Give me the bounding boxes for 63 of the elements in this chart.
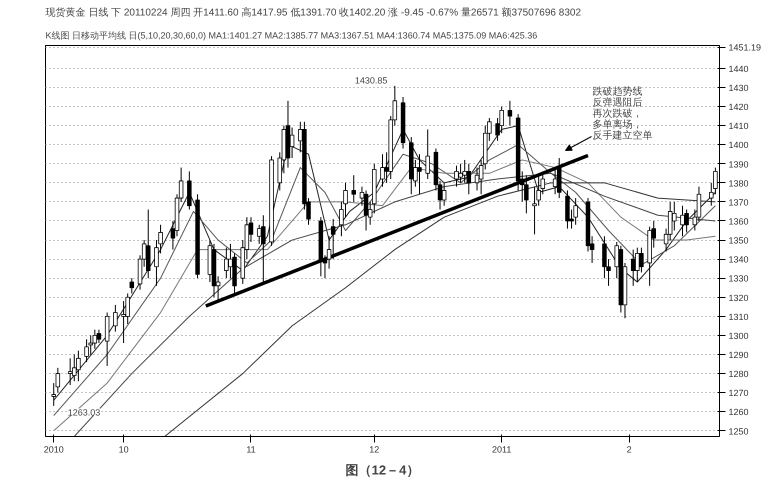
y-tick-label: 1400 (728, 140, 749, 150)
candlestick (458, 163, 463, 184)
y-tick-label: 1300 (728, 330, 749, 341)
candlestick (524, 174, 529, 214)
candlestick (256, 224, 262, 244)
y-tick-label: 1350 (728, 236, 749, 246)
y-tick-label: 1370 (728, 197, 749, 208)
y-tick-label: 1440 (728, 64, 749, 74)
candlestick (508, 100, 512, 126)
candlestick (261, 214, 266, 284)
candlestick (672, 201, 677, 232)
y-tick-label: 1430 (728, 82, 749, 93)
y-tick-label: 1260 (728, 407, 749, 418)
x-tick-label: 2011 (492, 444, 512, 454)
candlestick (425, 128, 430, 180)
candlestick (113, 304, 118, 332)
annotation: 跌破趋势线反弹遇阻后再次跌破，多单离场，反手建立空单 (592, 86, 652, 142)
candlestick (351, 174, 356, 202)
candlestick (684, 209, 689, 233)
y-tick-label: 1310 (728, 312, 749, 322)
y-tick-label: 1270 (728, 388, 749, 398)
y-tick-label: 1290 (728, 350, 749, 360)
y-tick-label: 1410 (728, 121, 749, 132)
candlestick (462, 159, 467, 184)
candlestick (573, 198, 578, 226)
candlestick (442, 182, 446, 206)
candlestick (72, 354, 77, 382)
candlestick (417, 154, 422, 195)
y-tick-label: 1340 (728, 254, 749, 265)
y-tick-label: 1380 (728, 178, 749, 188)
candlestick (364, 190, 368, 232)
x-tick-label: 10 (118, 444, 129, 454)
annotation: 1430.85 (354, 75, 388, 86)
y-tick-label: 1390 (728, 159, 749, 170)
candlestick (639, 247, 644, 273)
candlestick (380, 154, 385, 188)
candlestick (466, 163, 472, 195)
candlestick (224, 247, 229, 279)
chart-subtitle: K线图 日移动平均线 日(5,10,20,30,60,0) MA1:1401.27 MA2:1385.77 MA3:1367.51 MA4:1360.74 MA5:1375.09 MA6:425.36 (46, 30, 538, 40)
candlestick (330, 218, 336, 260)
chart-title: 现货黄金 日线 下 20110224 周四 开1411.60 高1417.95 低1391.70 收1402.20 涨 -9.45 -0.67% 量26571 额37507696 8302 (46, 6, 582, 18)
x-tick-label: 11 (246, 444, 256, 454)
y-tick-label: 1280 (728, 369, 749, 380)
x-tick-label: 2010 (44, 444, 64, 454)
y-tick-label: 1250 (728, 426, 749, 436)
candlestick (635, 247, 640, 283)
annotation: 1263.03 (68, 407, 100, 418)
text: 图（12－4） (346, 462, 420, 478)
x-tick-label: 2 (626, 444, 632, 454)
y-tick-label: 1420 (728, 102, 749, 112)
candlestick (76, 350, 81, 382)
candlestick (290, 127, 294, 159)
candlestick (552, 167, 558, 195)
candlestick (454, 165, 459, 188)
y-tick-label: 1330 (728, 274, 749, 284)
y-tick-label: 1320 (728, 292, 749, 303)
candlestick (130, 278, 134, 294)
y-tick-label: 1360 (728, 216, 749, 226)
candlestick (84, 338, 89, 363)
line-series (164, 182, 716, 436)
x-tick-label: 12 (369, 444, 380, 454)
y-tick-label: 1451.19 (728, 42, 762, 53)
candlestick (630, 249, 636, 286)
